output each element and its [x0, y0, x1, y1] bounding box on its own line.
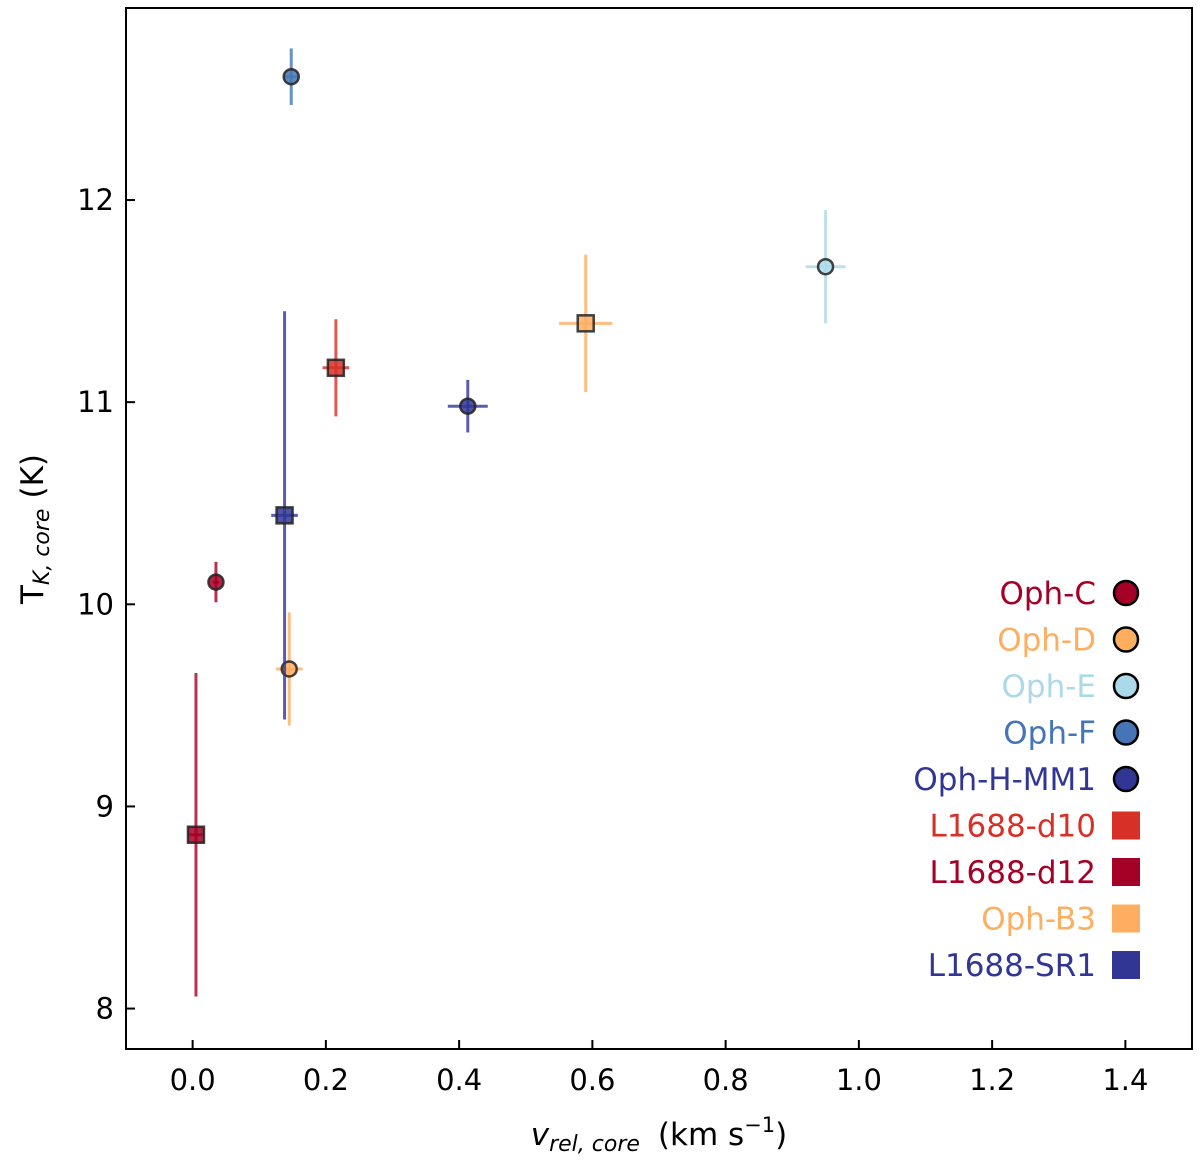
x-axis-ticks: 0.0 0.2 0.4 0.6 0.8 1.0 1.2 1.4 [170, 1040, 1148, 1097]
legend-circle-marker [1112, 626, 1140, 653]
x-tick-label: 1.4 [1102, 1063, 1148, 1097]
y-axis-label: TK, core(K) [15, 454, 55, 605]
legend-label-oph-h-mm1: Oph-H-MM1 [913, 762, 1096, 798]
circle-marker [816, 257, 835, 276]
x-axis-label: vrel, core (km s−1) [531, 1113, 788, 1157]
legend-label-oph-f: Oph-F [1003, 716, 1096, 752]
plot-frame [125, 7, 1193, 1050]
y-axis-ticks: 8 9 10 11 12 [77, 183, 135, 1026]
point-l1688-d12 [186, 673, 206, 997]
data-points [186, 48, 846, 997]
legend-label-oph-e: Oph-E [1002, 669, 1097, 705]
x-tick-label: 0.8 [703, 1063, 749, 1097]
legend-circle-marker [1112, 672, 1140, 700]
y-tick-label: 12 [77, 183, 114, 217]
square-marker [275, 506, 294, 525]
point-oph-h-mm1 [447, 379, 488, 433]
y-tick-label: 10 [77, 587, 114, 621]
point-oph-f [282, 48, 300, 106]
legend-label-l1688-d12: L1688-d12 [930, 855, 1096, 891]
x-tick-label: 1.2 [969, 1063, 1015, 1097]
legend-square-marker [1112, 904, 1140, 933]
legend-circle-marker [1112, 719, 1140, 746]
legend-label-oph-c: Oph-C [999, 576, 1096, 612]
legend: Oph-C Oph-D Oph-E Oph-F Oph-H-MM1 L1688-d10 L1… [913, 576, 1140, 984]
point-oph-c [207, 561, 225, 603]
point-oph-e [805, 210, 846, 324]
legend-label-l1688-sr1: L1688-SR1 [928, 948, 1096, 984]
point-oph-d [275, 612, 303, 726]
y-tick-label: 11 [77, 385, 114, 419]
legend-square-marker [1112, 811, 1140, 840]
circle-marker [459, 397, 477, 415]
point-oph-b3 [559, 254, 613, 393]
legend-circle-marker [1112, 579, 1140, 607]
legend-square-marker [1112, 858, 1140, 886]
x-tick-label: 0.2 [303, 1063, 349, 1097]
square-marker [576, 314, 595, 333]
x-tick-label: 0.4 [436, 1063, 482, 1097]
legend-circle-marker [1112, 765, 1140, 793]
legend-square-marker [1112, 951, 1140, 979]
square-marker [326, 358, 346, 378]
y-tick-label: 9 [96, 789, 114, 823]
point-l1688-d10 [322, 319, 350, 417]
y-tick-label: 8 [96, 992, 114, 1026]
legend-label-l1688-d10: L1688-d10 [930, 809, 1096, 845]
square-marker [186, 825, 206, 844]
point-l1688-sr1 [271, 311, 298, 720]
x-tick-label: 1.0 [836, 1063, 882, 1097]
circle-marker [207, 573, 225, 591]
legend-label-oph-d: Oph-D [997, 623, 1096, 659]
circle-marker [282, 67, 300, 86]
x-tick-label: 0.0 [170, 1063, 216, 1097]
legend-label-oph-b3: Oph-B3 [981, 902, 1096, 938]
x-tick-label: 0.6 [569, 1063, 615, 1097]
